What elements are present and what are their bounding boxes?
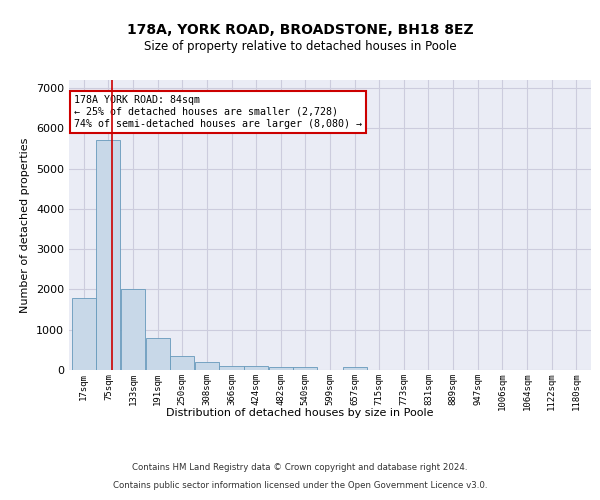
Y-axis label: Number of detached properties: Number of detached properties (20, 138, 31, 312)
Bar (244, 366, 268, 370)
Bar (195, 362, 219, 370)
Text: 178A, YORK ROAD, BROADSTONE, BH18 8EZ: 178A, YORK ROAD, BROADSTONE, BH18 8EZ (127, 22, 473, 36)
Text: Contains public sector information licensed under the Open Government Licence v3: Contains public sector information licen… (113, 480, 487, 490)
Bar (71, 298, 96, 370)
Bar (146, 338, 170, 370)
Bar (121, 288, 145, 370)
Bar (220, 366, 244, 370)
Bar (96, 140, 121, 370)
Text: Size of property relative to detached houses in Poole: Size of property relative to detached ho… (143, 40, 457, 53)
Bar (293, 368, 317, 370)
Text: Contains HM Land Registry data © Crown copyright and database right 2024.: Contains HM Land Registry data © Crown c… (132, 463, 468, 472)
Bar (170, 356, 194, 370)
Bar (343, 366, 367, 370)
Bar (269, 366, 293, 370)
Text: Distribution of detached houses by size in Poole: Distribution of detached houses by size … (166, 408, 434, 418)
Text: 178A YORK ROAD: 84sqm
← 25% of detached houses are smaller (2,728)
74% of semi-d: 178A YORK ROAD: 84sqm ← 25% of detached … (74, 96, 362, 128)
